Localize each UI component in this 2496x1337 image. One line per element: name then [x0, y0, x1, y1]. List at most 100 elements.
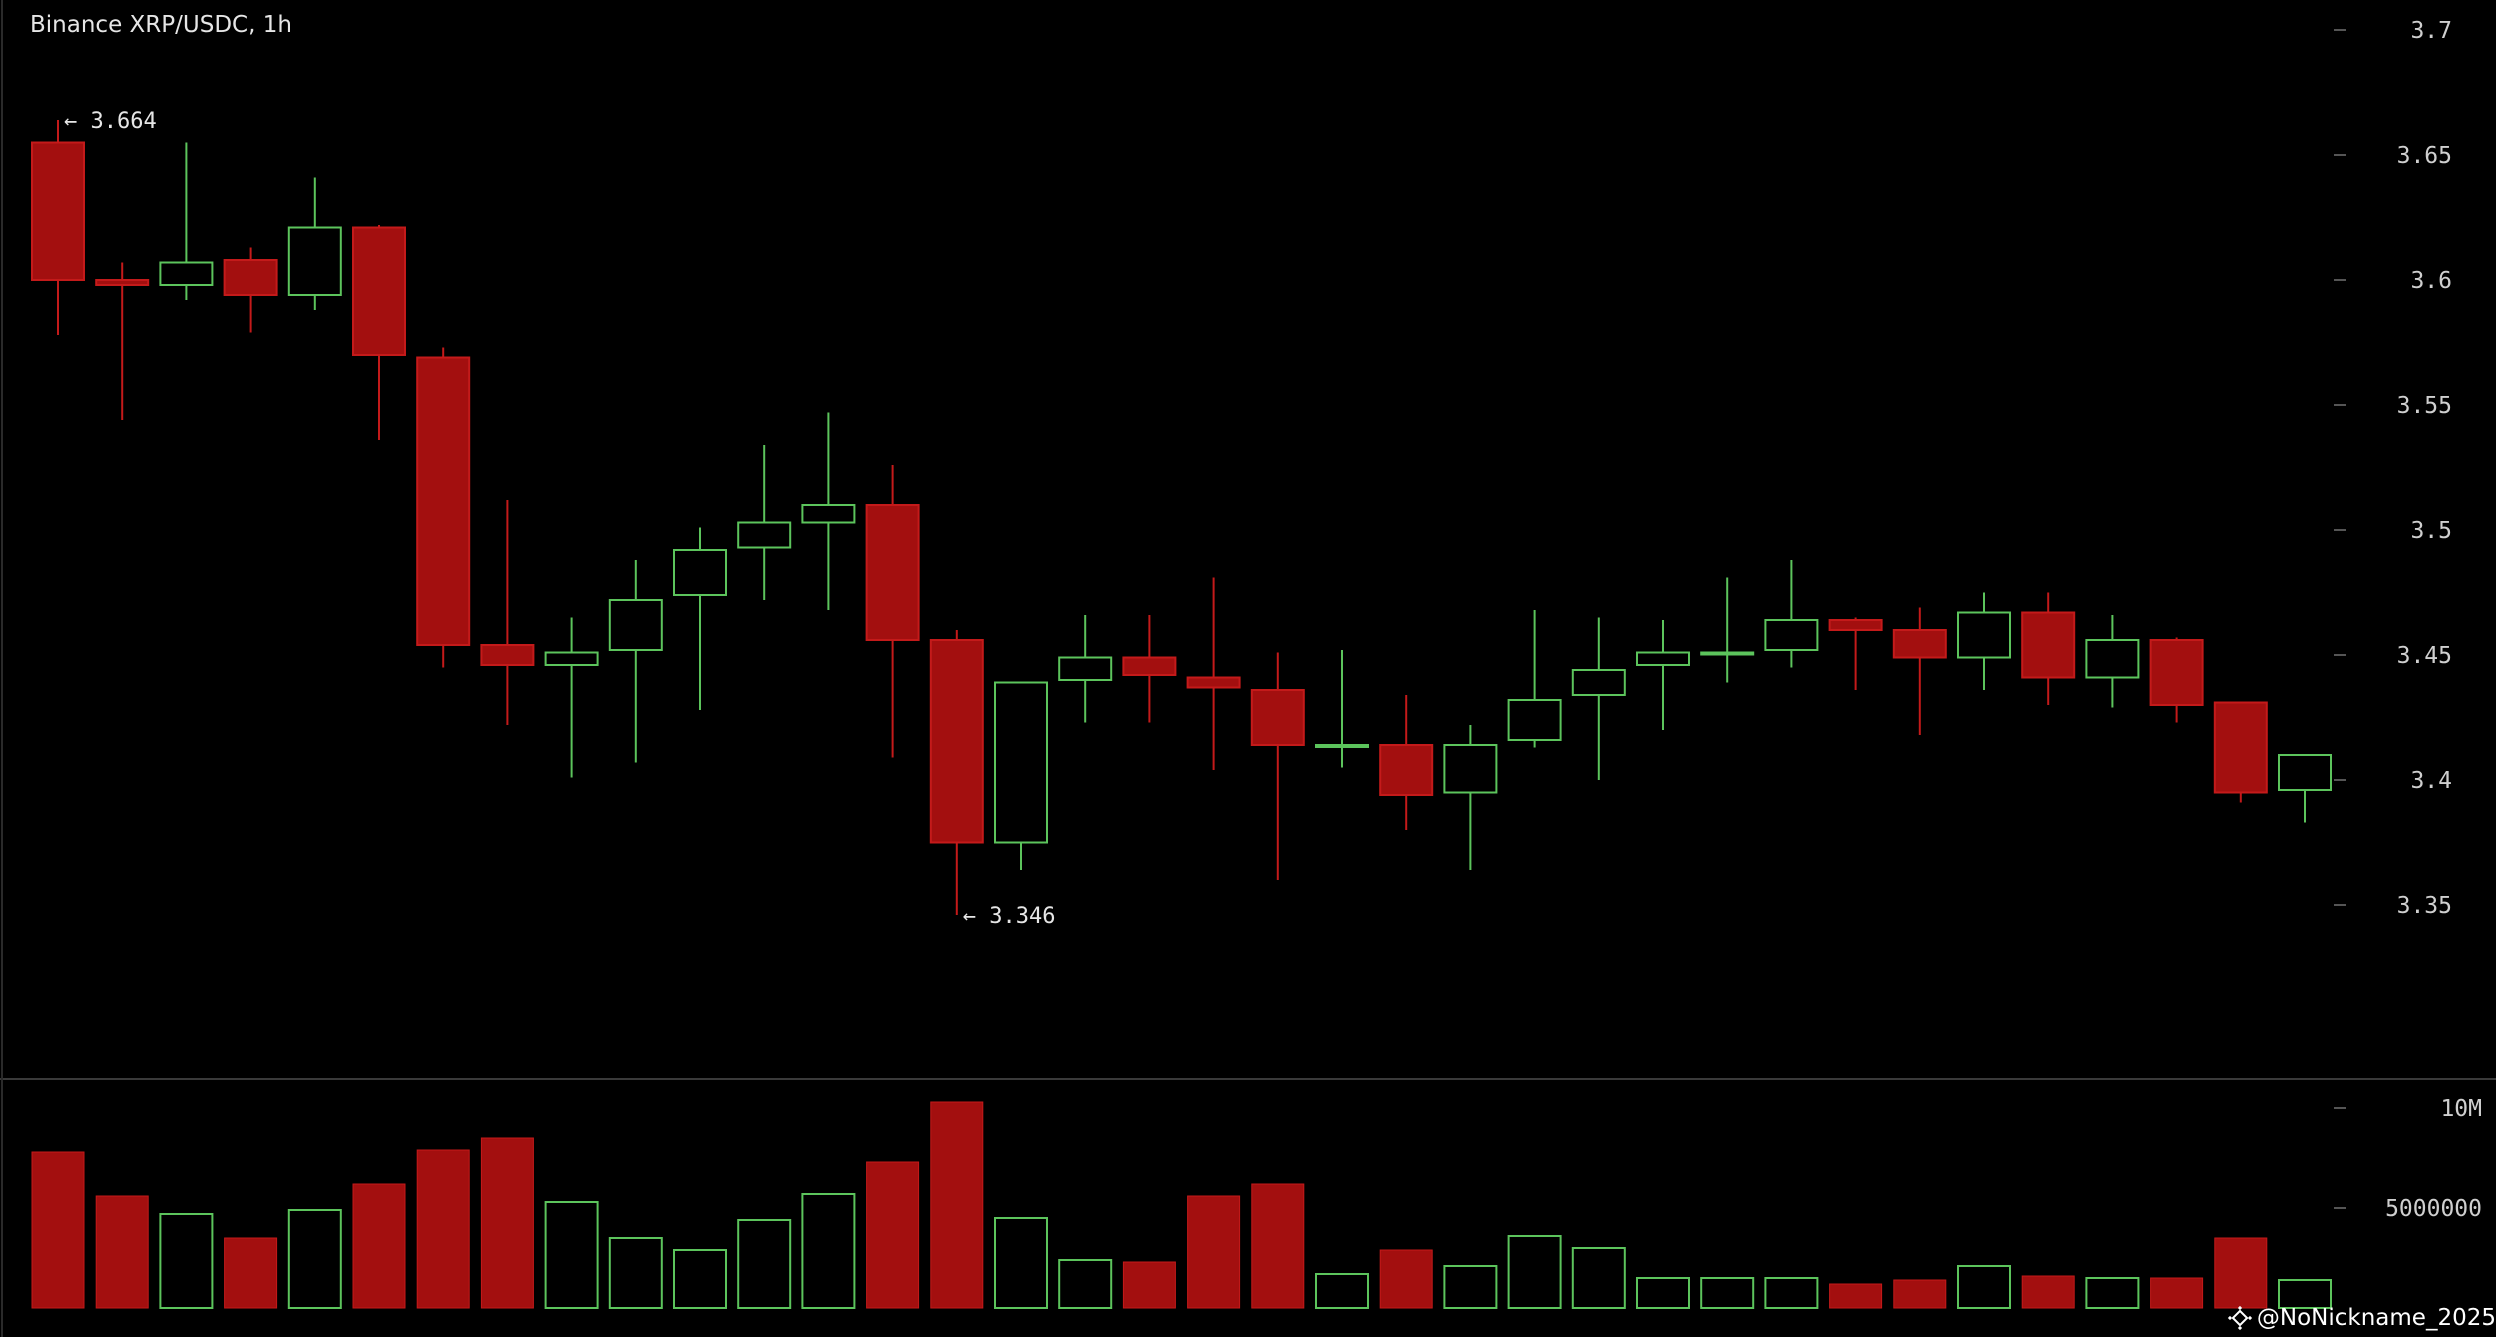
volume-bars: [31, 1101, 2332, 1309]
volume-bar-down: [480, 1137, 534, 1309]
candle-up: [673, 527, 727, 710]
candle-down: [31, 120, 85, 335]
volume-bar-up: [1957, 1265, 2011, 1309]
candle-body: [159, 261, 214, 286]
candle-body: [1571, 669, 1626, 696]
volume-bar-down: [2214, 1237, 2268, 1309]
candle-up: [737, 445, 792, 600]
price-candles: [31, 120, 2332, 915]
volume-bar-up: [2085, 1277, 2140, 1309]
candle-down: [865, 465, 920, 758]
candle-body: [929, 639, 984, 844]
candle-up: [1058, 615, 1113, 723]
candle-body: [1764, 619, 1819, 651]
candle-down: [1250, 652, 1305, 880]
volume-bar-up: [1058, 1259, 1113, 1309]
candle-body: [1443, 744, 1498, 794]
candle-body: [1122, 656, 1177, 676]
price-axis: 3.35 3.4 3.45 3.5 3.55 3.6 3.65 3.7: [2334, 18, 2452, 919]
volume-bar-up: [287, 1209, 342, 1309]
binance-diamond-icon: [2227, 1305, 2253, 1331]
candle-up: [1315, 650, 1369, 768]
candle-body: [673, 549, 727, 596]
candle-down: [416, 347, 471, 668]
candle-body: [1957, 611, 2011, 659]
volume-bar-up: [1571, 1247, 1626, 1309]
candle-body: [737, 521, 792, 549]
candle-body: [31, 141, 85, 281]
candle-down: [2149, 637, 2204, 723]
price-tick-label: 3.55: [2397, 393, 2452, 419]
price-extreme-label: ← 3.664: [64, 109, 157, 134]
volume-tick-label: 5000000: [2385, 1196, 2482, 1222]
volume-bar-down: [1122, 1261, 1176, 1309]
candle-body: [223, 259, 278, 296]
chart-title: Binance XRP/USDC, 1h: [30, 12, 292, 38]
candle-body: [287, 226, 342, 296]
candle-up: [608, 560, 663, 763]
candle-body: [95, 279, 150, 286]
volume-bar-up: [1764, 1277, 1819, 1309]
candle-body: [1250, 689, 1305, 746]
volume-bar-up: [1315, 1273, 1369, 1309]
volume-bar-down: [1893, 1279, 1947, 1309]
candle-body: [1379, 744, 1434, 796]
price-tick-label: 3.5: [2410, 518, 2452, 544]
volume-bar-up: [737, 1219, 792, 1309]
volume-bar-down: [31, 1151, 85, 1309]
candle-body: [1828, 619, 1883, 631]
candle-down: [929, 630, 984, 915]
candle-down: [2213, 701, 2268, 803]
candle-up: [544, 617, 599, 778]
candle-down: [1122, 615, 1177, 723]
volume-bar-up: [544, 1201, 599, 1309]
volume-bar-up: [1443, 1265, 1498, 1309]
candle-body: [801, 504, 856, 524]
volume-bar-down: [352, 1183, 406, 1309]
candle-body: [1636, 651, 1690, 666]
watermark: @NoNickname_2025: [2227, 1305, 2496, 1331]
candle-down: [1186, 577, 1241, 770]
candle-down: [1892, 607, 1947, 735]
volume-tick-label: 10M: [2440, 1096, 2482, 1122]
volume-bar-down: [866, 1161, 920, 1309]
volume-bar-down: [1379, 1249, 1433, 1309]
price-tick-label: 3.65: [2397, 143, 2452, 169]
volume-axis: 10M 5000000: [2334, 1096, 2482, 1222]
candle-down: [1828, 617, 1883, 690]
candle-up: [1571, 617, 1626, 780]
volume-bar-down: [95, 1195, 149, 1309]
candle-body: [480, 644, 535, 666]
volume-bar-down: [2021, 1275, 2075, 1309]
volume-bar-up: [801, 1193, 856, 1309]
candle-body: [2149, 639, 2204, 706]
volume-bar-up: [2278, 1279, 2332, 1309]
price-extreme-label: ← 3.346: [963, 904, 1056, 929]
candle-down: [352, 225, 406, 440]
candle-body: [352, 226, 406, 356]
candle-down: [1379, 695, 1434, 830]
price-tick-label: 3.6: [2410, 268, 2452, 294]
volume-bar-down: [2150, 1277, 2204, 1309]
volume-bar-down: [416, 1149, 470, 1309]
candle-up: [2278, 754, 2332, 823]
price-tick-label: 3.7: [2410, 18, 2452, 44]
volume-bar-down: [224, 1237, 278, 1309]
volume-bar-up: [994, 1217, 1048, 1309]
candle-body: [1315, 744, 1369, 748]
candle-up: [801, 412, 856, 610]
candle-up: [994, 681, 1048, 870]
candle-body: [1186, 676, 1241, 689]
candle-up: [1700, 577, 1755, 683]
candle-down: [480, 500, 535, 725]
candle-up: [1764, 560, 1819, 668]
candle-up: [159, 142, 214, 300]
watermark-text: @NoNickname_2025: [2256, 1305, 2496, 1331]
volume-bar-up: [608, 1237, 663, 1309]
candle-up: [1443, 725, 1498, 870]
volume-bar-down: [930, 1101, 984, 1309]
candle-up: [1957, 592, 2011, 690]
volume-bar-up: [1700, 1277, 1755, 1309]
